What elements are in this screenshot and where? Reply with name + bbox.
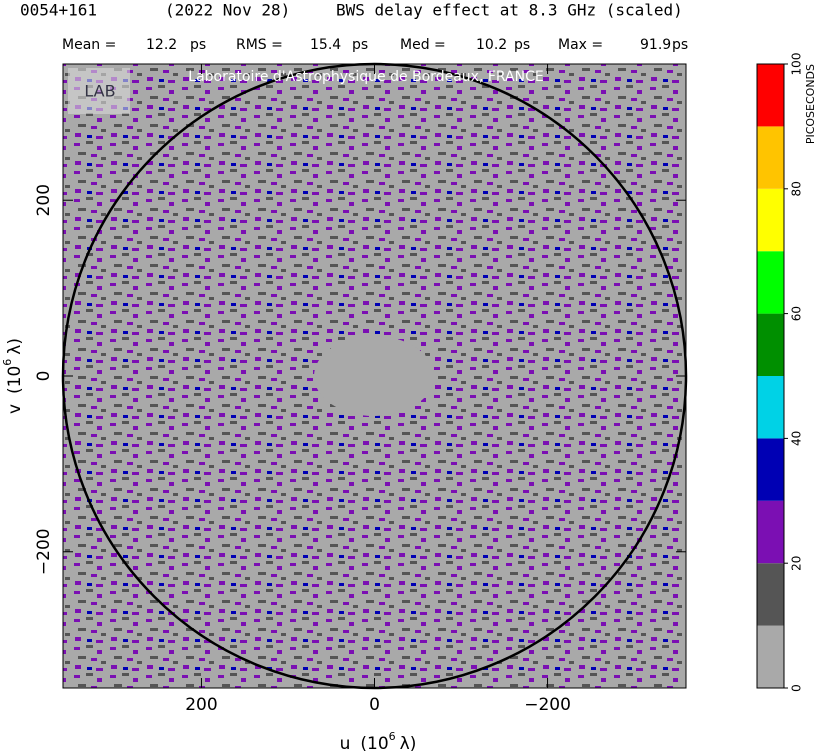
axis-label-part: λ) (5, 338, 25, 355)
axis-label-part: 6 (389, 730, 396, 743)
y-tick-label: 200 (34, 184, 54, 216)
x-axis-label: u (106 λ) (340, 730, 417, 754)
colorbar-tick-label: 60 (790, 306, 804, 321)
y-axis-label: v (106 λ) (1, 338, 25, 414)
x-tick-label: 0 (369, 695, 380, 715)
stat-label: RMS = (236, 37, 283, 53)
chart-title: (2022 Nov 28) (165, 1, 290, 20)
x-tick-label: 200 (185, 695, 217, 715)
axis-label-part: u (340, 734, 351, 754)
colorbar-bin (757, 376, 784, 439)
logo-text: LAB (84, 82, 115, 101)
axis-label-part: (10 (360, 734, 388, 754)
colorbar-tick-label: 80 (790, 181, 804, 196)
stat-unit: ps (190, 37, 206, 53)
axis-label-part: v (5, 404, 25, 414)
stat-value: 10.2 (476, 37, 507, 53)
colorbar-bin (757, 64, 784, 127)
stat-unit: ps (514, 37, 530, 53)
colorbar-bin (757, 563, 784, 626)
stat-label: Max = (558, 37, 603, 53)
axis-label-part: λ) (400, 734, 417, 754)
colorbar-bin (757, 500, 784, 564)
colorbar-tick-label: 20 (790, 556, 804, 571)
stat-label: Mean = (62, 37, 116, 53)
colorbar-frame (756, 63, 785, 689)
chart-title: BWS delay effect at 8.3 GHz (scaled) (336, 1, 683, 20)
colorbar-tick-label: 100 (790, 53, 804, 76)
colorbar-bin (757, 126, 784, 189)
colorbar-tick-label: 0 (790, 684, 804, 692)
y-tick-label: 0 (34, 371, 54, 382)
logo (68, 68, 130, 114)
axis-label-part: (10 (5, 366, 25, 394)
colorbar-bin (757, 625, 784, 688)
y-tick-label: −200 (34, 528, 54, 575)
stat-unit: ps (352, 37, 368, 53)
stat-value: 15.4 (310, 37, 341, 53)
colorbar-bin (757, 313, 784, 376)
watermark: Laboratoire d'Astrophysique de Bordeaux,… (188, 69, 543, 85)
stat-value: 91.9 (640, 37, 671, 53)
x-tick-label: −200 (524, 695, 571, 715)
colorbar-label: PICOSECONDS (804, 64, 815, 144)
colorbar-bin (757, 251, 784, 314)
colorbar-bin (757, 188, 784, 252)
stat-label: Med = (400, 37, 446, 53)
center-hole (314, 336, 434, 416)
chart-title: 0054+161 (20, 1, 97, 20)
stat-unit: ps (672, 37, 688, 53)
stat-value: 12.2 (146, 37, 177, 53)
colorbar-tick-label: 40 (790, 431, 804, 446)
colorbar-bin (757, 438, 784, 501)
axis-label-part: 6 (1, 359, 14, 366)
